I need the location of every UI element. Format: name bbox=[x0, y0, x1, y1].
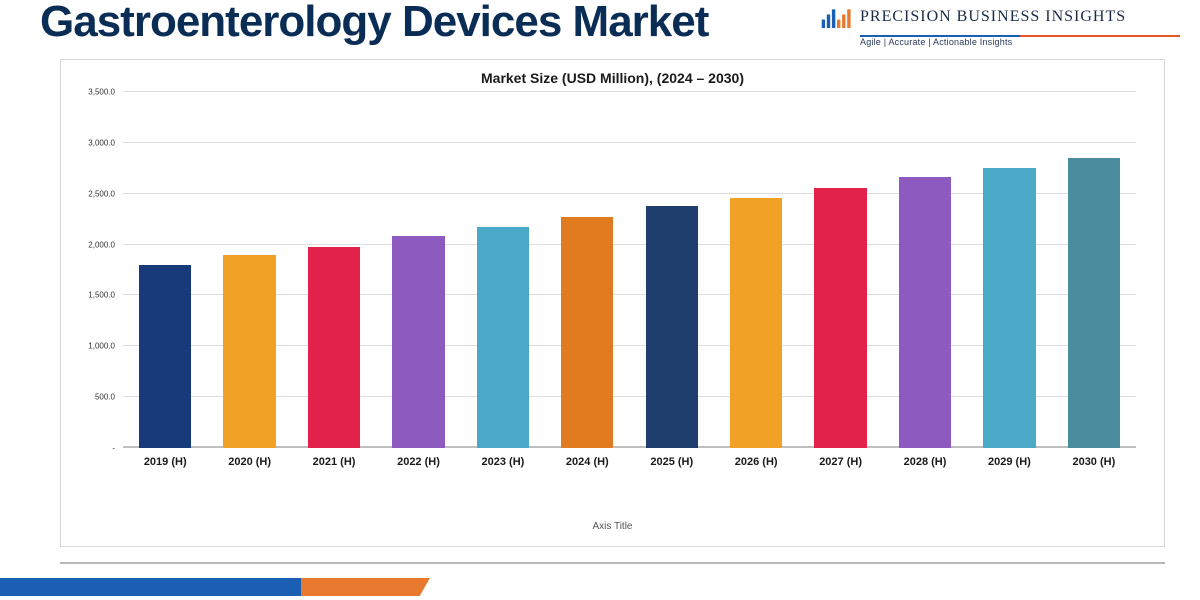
brand-tagline: Agile | Accurate | Actionable Insights bbox=[820, 37, 1012, 47]
x-tick-label: 2030 (H) bbox=[1052, 450, 1136, 472]
bar bbox=[983, 168, 1035, 448]
bar bbox=[139, 265, 191, 448]
footer-ribbon bbox=[0, 578, 430, 596]
y-tick-label: - bbox=[112, 444, 115, 453]
ribbon-orange bbox=[301, 578, 430, 596]
bar-slot bbox=[376, 92, 460, 448]
brand-name: PRECISION BUSINESS INSIGHTS bbox=[860, 8, 1126, 26]
x-tick-label: 2020 (H) bbox=[207, 450, 291, 472]
footer-rule bbox=[60, 562, 1165, 564]
bar-slot bbox=[714, 92, 798, 448]
bar-slot bbox=[1052, 92, 1136, 448]
brand-block: PRECISION BUSINESS INSIGHTS Agile | Accu… bbox=[820, 0, 1180, 47]
x-tick-label: 2022 (H) bbox=[376, 450, 460, 472]
page-title: Gastroenterology Devices Market bbox=[40, 0, 708, 44]
x-axis-labels: 2019 (H)2020 (H)2021 (H)2022 (H)2023 (H)… bbox=[123, 450, 1136, 472]
bar-slot bbox=[630, 92, 714, 448]
y-tick-label: 2,500.0 bbox=[88, 189, 115, 198]
bar-slot bbox=[883, 92, 967, 448]
x-tick-label: 2029 (H) bbox=[967, 450, 1051, 472]
y-tick-label: 1,000.0 bbox=[88, 342, 115, 351]
chart-plot: - 500.0 1,000.0 1,500.0 2,000.0 2,500.0 3,000.… bbox=[79, 92, 1146, 472]
x-tick-label: 2028 (H) bbox=[883, 450, 967, 472]
bar bbox=[899, 177, 951, 448]
bar bbox=[392, 236, 444, 448]
bar-slot bbox=[545, 92, 629, 448]
bar-slot bbox=[292, 92, 376, 448]
y-tick-label: 500.0 bbox=[95, 393, 115, 402]
ribbon-blue bbox=[0, 578, 301, 596]
bar-slot bbox=[461, 92, 545, 448]
header: Gastroenterology Devices Market bbox=[0, 0, 1200, 55]
bar bbox=[814, 188, 866, 448]
chart-title: Market Size (USD Million), (2024 – 2030) bbox=[79, 70, 1146, 86]
brand-logo-icon bbox=[820, 2, 854, 32]
bar bbox=[223, 255, 275, 448]
x-axis-title: Axis Title bbox=[61, 521, 1164, 532]
x-tick-label: 2027 (H) bbox=[798, 450, 882, 472]
bar bbox=[646, 206, 698, 448]
bar bbox=[308, 247, 360, 448]
bar bbox=[1068, 158, 1120, 448]
x-tick-label: 2026 (H) bbox=[714, 450, 798, 472]
bar-slot bbox=[967, 92, 1051, 448]
bar bbox=[730, 198, 782, 448]
bar-slot bbox=[798, 92, 882, 448]
y-tick-label: 2,000.0 bbox=[88, 240, 115, 249]
x-tick-label: 2021 (H) bbox=[292, 450, 376, 472]
chart-bars bbox=[123, 92, 1136, 448]
bar bbox=[561, 217, 613, 448]
bar-slot bbox=[123, 92, 207, 448]
y-tick-label: 1,500.0 bbox=[88, 291, 115, 300]
x-tick-label: 2025 (H) bbox=[630, 450, 714, 472]
x-tick-label: 2019 (H) bbox=[123, 450, 207, 472]
y-tick-label: 3,500.0 bbox=[88, 88, 115, 97]
bar bbox=[477, 227, 529, 448]
x-tick-label: 2023 (H) bbox=[461, 450, 545, 472]
bar-slot bbox=[207, 92, 291, 448]
y-axis: -500.01,000.01,500.02,000.02,500.03,000.… bbox=[79, 92, 121, 448]
y-tick-label: 3,000.0 bbox=[88, 138, 115, 147]
x-tick-label: 2024 (H) bbox=[545, 450, 629, 472]
chart-card: Market Size (USD Million), (2024 – 2030)… bbox=[60, 59, 1165, 547]
